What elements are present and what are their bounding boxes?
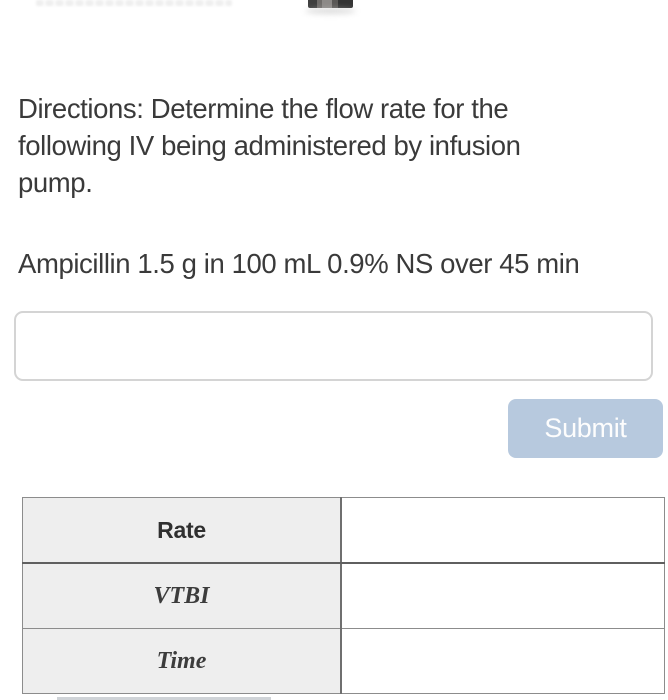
cropped-text-remnant [36,0,232,6]
submit-button[interactable]: Submit [508,399,663,458]
rate-value-cell[interactable] [340,497,665,564]
directions-line: pump. [18,167,93,198]
rate-label: Rate [157,516,206,543]
directions-line: following IV being administered by infus… [18,130,521,161]
directions-text: Directions: Determine the flow rate for … [18,90,658,201]
time-label-cell: Time [22,628,342,694]
cropped-image-shadow [305,8,356,14]
time-value-cell[interactable] [340,628,665,694]
vtbi-label: VTBI [153,582,210,609]
rate-label-cell: Rate [22,497,342,564]
cropped-bottom-element [57,697,271,700]
directions-line: Directions: Determine the flow rate for … [18,93,509,124]
vtbi-label-cell: VTBI [22,562,342,629]
time-label: Time [156,647,207,674]
cropped-image-fragment [308,0,353,8]
infusion-pump-table: Rate VTBI Time [22,497,665,694]
table-row: VTBI [22,562,665,629]
problem-statement: Ampicillin 1.5 g in 100 mL 0.9% NS over … [18,248,580,279]
answer-input[interactable] [14,311,653,381]
table-row: Time [22,628,665,694]
table-row: Rate [22,497,665,564]
vtbi-value-cell[interactable] [340,562,665,629]
